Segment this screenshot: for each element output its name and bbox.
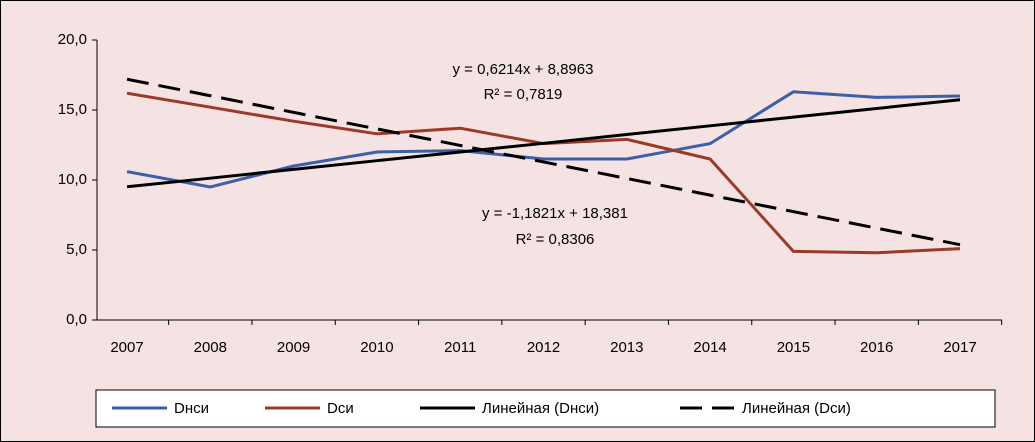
legend-label: Линейная (Dнси) xyxy=(482,400,599,417)
x-tick-label: 2015 xyxy=(777,339,810,356)
legend-label: Dнси xyxy=(174,400,209,417)
y-tick-label: 20,0 xyxy=(58,31,87,48)
x-tick-label: 2009 xyxy=(277,339,310,356)
x-tick-label: 2007 xyxy=(110,339,143,356)
y-tick-label: 10,0 xyxy=(58,171,87,188)
x-tick-label: 2008 xyxy=(194,339,227,356)
y-tick-label: 5,0 xyxy=(66,241,87,258)
series-line xyxy=(126,98,961,189)
x-tick-label: 2010 xyxy=(360,339,393,356)
x-tick-label: 2014 xyxy=(693,339,726,356)
x-tick-label: 2011 xyxy=(444,339,476,356)
series-line xyxy=(126,77,961,247)
x-tick-label: 2012 xyxy=(527,339,560,356)
legend-box xyxy=(95,389,996,428)
annotation: y = 0,6214x + 8,8963 xyxy=(453,61,594,78)
legend-label: Линейная (Dси) xyxy=(742,400,851,417)
annotation: y = -1,1821x + 18,381 xyxy=(482,205,628,222)
x-tick-label: 2013 xyxy=(610,339,643,356)
y-tick-label: 15,0 xyxy=(58,101,87,118)
x-tick-label: 2017 xyxy=(943,339,976,356)
annotation: R² = 0,7819 xyxy=(484,86,563,103)
x-tick-label: 2016 xyxy=(860,339,893,356)
legend-label: Dси xyxy=(327,400,354,417)
y-tick-label: 0,0 xyxy=(66,311,87,328)
annotation: R² = 0,8306 xyxy=(516,231,595,248)
